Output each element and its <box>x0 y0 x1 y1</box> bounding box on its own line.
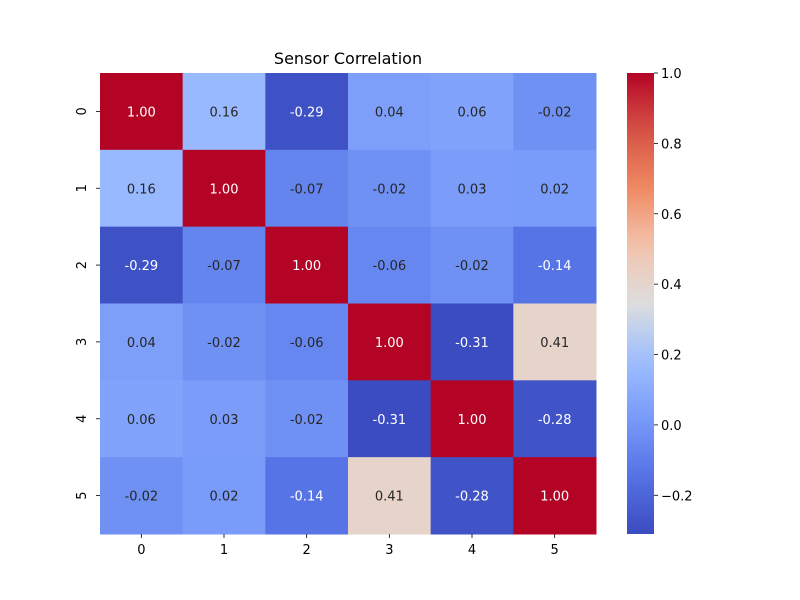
x-tick-label: 1 <box>220 543 228 558</box>
heatmap-cell <box>348 457 432 535</box>
cell-value-label: 1.00 <box>540 490 569 505</box>
heatmap-cell <box>182 149 266 228</box>
x-tick-label: 0 <box>137 543 145 558</box>
heatmap-cell <box>348 226 432 304</box>
x-axis: 0 1 2 3 4 5 <box>137 534 559 558</box>
cell-value-label: -0.28 <box>538 413 572 428</box>
heatmap-cell <box>265 226 349 304</box>
x-tick-label: 4 <box>468 543 476 558</box>
y-tick-label: 1 <box>75 184 90 192</box>
heatmap-cell <box>513 457 597 535</box>
cell-value-label: 0.06 <box>127 413 156 428</box>
cell-value-label: 0.41 <box>375 490 404 505</box>
heatmap-cell <box>430 303 514 381</box>
x-tick-label: 2 <box>303 543 311 558</box>
heatmap-cell <box>100 149 184 228</box>
heatmap: 1.00 0.16 -0.29 0.04 0.06 -0.02 0.16 1.00 -0.07 -… <box>100 73 597 535</box>
heatmap-cell <box>100 380 184 458</box>
colorbar-axis: −0.2 0.0 0.2 0.4 0.6 0.8 1.0 <box>654 67 693 504</box>
heatmap-cell <box>513 226 597 304</box>
colorbar-tick-label: 0.2 <box>661 349 682 364</box>
cell-value-label: -0.02 <box>207 336 241 351</box>
cell-value-label: -0.06 <box>290 336 324 351</box>
colorbar-tick-label: −0.2 <box>661 489 693 504</box>
heatmap-cell <box>100 457 184 535</box>
cell-value-label: 0.16 <box>127 182 156 197</box>
y-tick-label: 3 <box>75 338 90 346</box>
heatmap-cell <box>513 380 597 458</box>
cell-value-label: -0.02 <box>538 105 572 120</box>
heatmap-cell <box>182 73 266 151</box>
heatmap-cell <box>430 149 514 228</box>
cell-value-label: 1.00 <box>375 336 404 351</box>
y-tick-label: 5 <box>75 491 90 499</box>
y-tick-label: 2 <box>75 261 90 269</box>
y-tick-label: 0 <box>75 107 90 115</box>
cell-value-label: -0.07 <box>290 182 324 197</box>
y-axis: 0 1 2 3 4 5 <box>75 107 100 500</box>
colorbar <box>627 73 654 534</box>
colorbar-tick-label: 0.8 <box>661 137 682 152</box>
heatmap-cell <box>430 226 514 304</box>
heatmap-cell <box>513 303 597 381</box>
heatmap-cell <box>265 380 349 458</box>
cell-value-label: -0.02 <box>125 490 159 505</box>
heatmap-cell <box>265 73 349 151</box>
heatmap-cell <box>182 226 266 304</box>
heatmap-cell <box>182 457 266 535</box>
cell-value-label: -0.29 <box>290 105 324 120</box>
heatmap-cell <box>430 457 514 535</box>
cell-value-label: 1.00 <box>292 259 321 274</box>
heatmap-cell <box>100 303 184 381</box>
cell-value-label: 1.00 <box>210 182 239 197</box>
cell-value-label: 0.02 <box>540 182 569 197</box>
cell-value-label: 0.06 <box>458 105 487 120</box>
cell-value-label: 1.00 <box>458 413 487 428</box>
cell-value-label: -0.31 <box>373 413 407 428</box>
x-tick-label: 3 <box>385 543 393 558</box>
cell-value-label: 0.16 <box>210 105 239 120</box>
cell-value-label: 1.00 <box>127 105 156 120</box>
cell-value-label: -0.14 <box>538 259 572 274</box>
cell-value-label: -0.28 <box>455 490 489 505</box>
cell-value-label: 0.04 <box>375 105 404 120</box>
cell-value-label: 0.04 <box>127 336 156 351</box>
heatmap-cell <box>430 73 514 151</box>
heatmap-cell <box>348 380 432 458</box>
cell-value-label: -0.07 <box>207 259 241 274</box>
heatmap-cell <box>265 457 349 535</box>
heatmap-cell <box>100 73 184 151</box>
colorbar-tick-label: 0.0 <box>661 419 682 434</box>
heatmap-cell <box>100 226 184 304</box>
cell-value-label: -0.29 <box>125 259 159 274</box>
colorbar-tick-label: 1.0 <box>661 67 682 82</box>
x-tick-label: 5 <box>551 543 559 558</box>
cell-value-label: -0.02 <box>455 259 489 274</box>
cell-value-label: -0.02 <box>290 413 324 428</box>
cell-value-label: -0.06 <box>373 259 407 274</box>
cell-value-label: 0.41 <box>540 336 569 351</box>
heatmap-cell <box>348 149 432 228</box>
cell-value-label: -0.31 <box>455 336 489 351</box>
y-tick-label: 4 <box>75 415 90 423</box>
colorbar-tick-label: 0.4 <box>661 278 682 293</box>
heatmap-cell <box>182 380 266 458</box>
cell-value-label: -0.14 <box>290 490 324 505</box>
heatmap-cell <box>348 303 432 381</box>
chart-title: Sensor Correlation <box>274 49 422 68</box>
heatmap-cell <box>430 380 514 458</box>
heatmap-cell <box>348 73 432 151</box>
colorbar-tick-label: 0.6 <box>661 208 682 223</box>
heatmap-cell <box>182 303 266 381</box>
cell-value-label: 0.03 <box>458 182 487 197</box>
heatmap-cell <box>265 303 349 381</box>
cell-value-label: -0.02 <box>373 182 407 197</box>
heatmap-cell <box>265 149 349 228</box>
cell-value-label: 0.02 <box>210 490 239 505</box>
cell-value-label: 0.03 <box>210 413 239 428</box>
heatmap-cell <box>513 149 597 228</box>
heatmap-cell <box>513 73 597 151</box>
